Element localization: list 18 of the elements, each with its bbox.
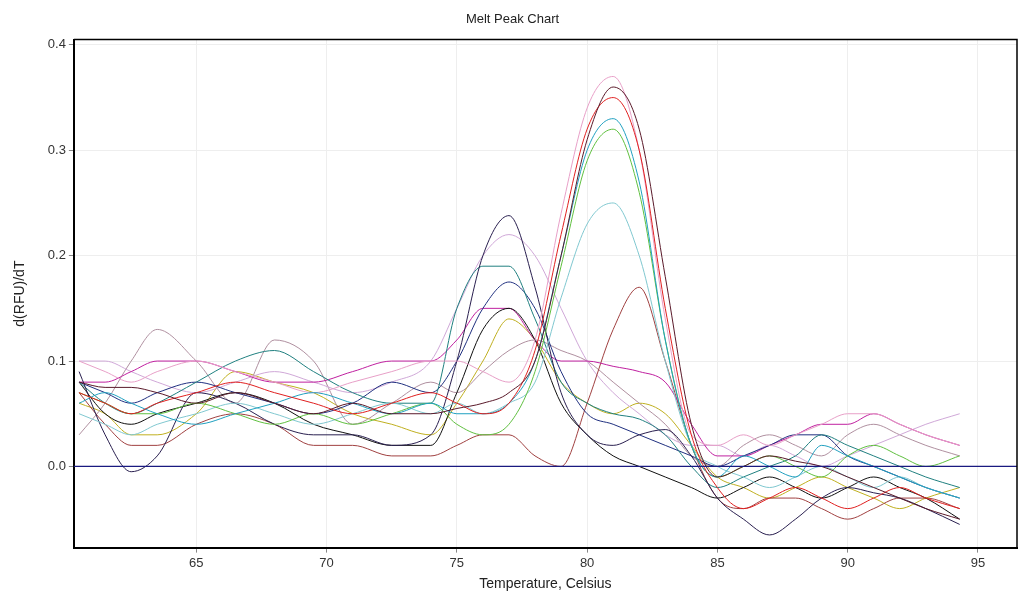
x-tick-label: 95 <box>970 554 986 570</box>
line-series <box>78 75 961 446</box>
line-series <box>78 328 961 467</box>
line-series <box>78 234 961 467</box>
y-tick-label: 0.1 <box>47 352 66 368</box>
y-tick-label: 0.3 <box>47 141 66 157</box>
y-axis-title: d(RFU)/dT <box>11 260 28 327</box>
x-tick-label: 80 <box>579 554 595 570</box>
x-tick-label: 65 <box>189 554 204 570</box>
y-tick-label: 0.0 <box>47 458 66 474</box>
y-tick-label: 0.4 <box>47 36 66 52</box>
x-tick-label: 90 <box>840 554 855 570</box>
y-tick-label: 0.2 <box>47 247 66 263</box>
chart-title: Melt Peak Chart <box>465 11 560 27</box>
x-axis-title: Temperature, Celsius <box>479 575 612 592</box>
x-tick-label: 75 <box>449 554 465 570</box>
x-tick-label: 85 <box>710 554 725 570</box>
x-tick-label: 70 <box>319 554 334 570</box>
